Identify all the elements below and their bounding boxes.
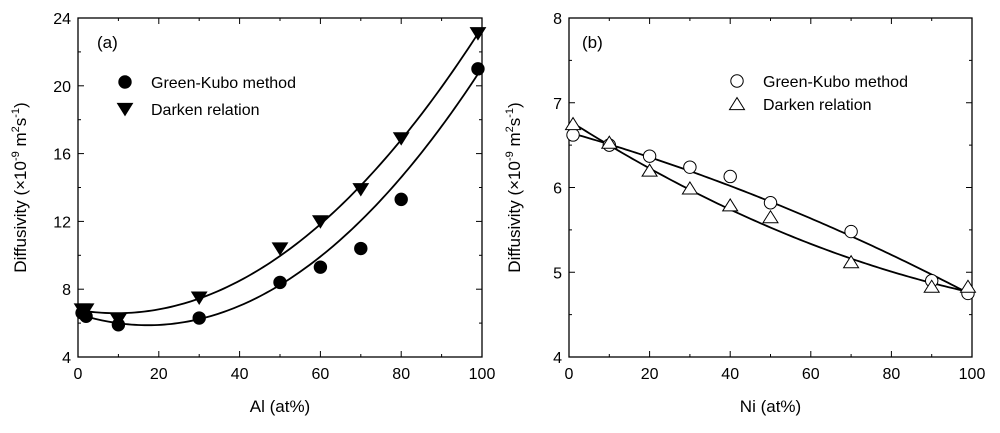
y-tick-label: 24 — [53, 11, 71, 28]
legend-marker-series-1 — [730, 74, 744, 88]
y-axis-title-part: 2 — [504, 126, 516, 132]
x-tick-label: 40 — [721, 366, 739, 383]
data-point-series-1 — [683, 160, 697, 174]
y-tick-label: 8 — [553, 11, 562, 28]
data-point-series-2 — [271, 242, 289, 256]
data-point-series-2 — [564, 116, 582, 131]
fit-curve-series-2 — [81, 33, 479, 315]
legend-marker-series-2 — [728, 96, 746, 111]
y-tick-label: 20 — [53, 79, 71, 96]
data-point-series-1 — [566, 128, 580, 142]
panel-label: (a) — [97, 33, 118, 52]
legend-label-series-1: Green-Kubo method — [763, 74, 908, 91]
x-tick-label: 100 — [469, 366, 496, 383]
y-tick-label: 4 — [553, 350, 562, 367]
y-tick-label: 5 — [553, 265, 562, 282]
legend-label-series-1: Green-Kubo method — [151, 75, 296, 92]
y-tick-label: 6 — [553, 181, 562, 198]
data-point-series-1 — [471, 62, 485, 76]
data-point-series-1 — [354, 241, 368, 256]
x-tick-label: 0 — [74, 366, 83, 383]
data-point-series-2 — [77, 303, 95, 317]
legend-label-series-2: Darken relation — [151, 102, 260, 119]
legend-marker-series-2 — [116, 102, 134, 117]
data-point-series-2 — [311, 215, 329, 229]
x-tick-label: 20 — [150, 366, 168, 383]
y-tick-label: 7 — [553, 96, 562, 113]
data-point-series-2 — [721, 197, 739, 212]
y-axis-title-part: s — [505, 118, 524, 127]
data-point-series-1 — [394, 192, 408, 207]
plot-frame — [568, 17, 973, 358]
data-point-series-2 — [959, 279, 977, 293]
data-point-series-1 — [723, 169, 737, 184]
data-point-series-2 — [923, 279, 941, 293]
data-point-series-2 — [600, 135, 618, 149]
x-tick-label: 60 — [802, 366, 820, 383]
y-axis-title-part: Diffusivity (×10 — [11, 161, 30, 273]
panel-label: (b) — [582, 33, 603, 52]
y-axis-title-part: ) — [11, 102, 30, 108]
y-axis-title-part: -1 — [504, 108, 516, 118]
legend-marker-series-1 — [118, 75, 132, 89]
chart-panel-2: 0 20 40 60 80 100 4 5 6 7 8 Ni (at%) Diffusivity (×1… — [504, 11, 985, 416]
x-tick-label: 100 — [959, 366, 986, 383]
y-axis-title: Diffusivity (×10-9 m2s-1) — [504, 102, 524, 272]
y-axis-title-part: 2 — [10, 126, 22, 132]
chart-panel-1: 0 20 40 60 80 100 4 8 12 16 20 24 Al (at%) Diffusivit… — [10, 11, 495, 416]
data-point-series-2 — [352, 183, 370, 197]
y-axis-title-part: Diffusivity (×10 — [505, 161, 524, 273]
data-point-series-1 — [313, 260, 328, 274]
y-axis-title-part: m — [11, 132, 30, 151]
data-point-series-1 — [192, 311, 206, 325]
data-point-series-1 — [763, 196, 778, 210]
x-tick-label: 80 — [883, 366, 901, 383]
y-axis-title-part: ) — [505, 102, 524, 108]
data-point-series-2 — [109, 313, 127, 328]
data-point-series-2 — [641, 163, 659, 177]
y-axis-title-part: -9 — [10, 151, 22, 161]
y-axis-title-part: -1 — [10, 108, 22, 118]
data-point-series-2 — [842, 254, 860, 269]
y-tick-label: 8 — [62, 282, 71, 299]
y-axis-title: Diffusivity (×10-9 m2s-1) — [10, 102, 30, 272]
x-tick-label: 40 — [231, 366, 249, 383]
x-axis-title: Ni (at%) — [740, 397, 801, 416]
x-tick-label: 80 — [392, 366, 410, 383]
data-point-series-2 — [762, 209, 779, 224]
data-point-series-1 — [642, 149, 657, 163]
data-point-series-1 — [844, 224, 858, 239]
data-point-series-2 — [681, 181, 699, 195]
plot-frame — [77, 17, 483, 358]
data-point-series-1 — [273, 275, 287, 290]
data-point-series-2 — [469, 27, 487, 41]
x-axis-title: Al (at%) — [250, 397, 310, 416]
y-tick-label: 4 — [62, 350, 71, 367]
data-point-series-2 — [190, 291, 208, 305]
fit-curve-series-2 — [572, 122, 969, 293]
x-tick-label: 60 — [312, 366, 330, 383]
y-tick-label: 16 — [53, 147, 71, 164]
y-axis-title-part: m — [505, 132, 524, 151]
y-tick-label: 12 — [53, 214, 71, 231]
x-tick-label: 0 — [565, 366, 574, 383]
legend-label-series-2: Darken relation — [763, 97, 872, 114]
y-axis-title-part: s — [11, 118, 30, 127]
x-tick-label: 20 — [641, 366, 659, 383]
y-axis-title-part: -9 — [504, 151, 516, 161]
data-point-series-2 — [392, 132, 410, 146]
